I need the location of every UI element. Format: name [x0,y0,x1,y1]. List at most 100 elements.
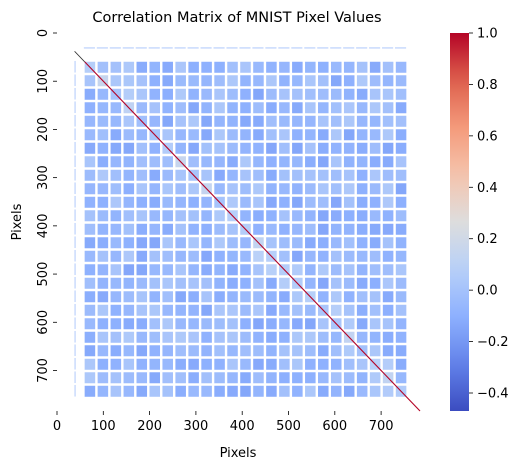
heatmap-block [240,358,251,370]
heatmap-block [356,318,368,330]
heatmap-edge-strip [291,47,303,49]
heatmap-block [356,210,368,222]
heatmap-block [395,61,407,73]
heatmap-block [305,102,316,114]
heatmap-block [369,129,381,141]
heatmap-block [227,237,238,249]
heatmap-block [123,345,135,357]
heatmap-block [266,304,277,316]
heatmap-block [188,291,199,303]
heatmap-block [369,237,381,249]
heatmap-block [123,264,135,276]
heatmap-block [318,358,329,370]
heatmap-block [84,169,96,181]
heatmap-block [395,75,407,87]
heatmap-block [162,156,173,168]
heatmap-block [305,385,316,397]
heatmap-edge-strip [74,101,76,114]
heatmap-block [343,250,355,262]
heatmap-block [305,264,316,276]
heatmap-block [343,156,355,168]
heatmap-block [136,183,148,195]
heatmap-block [318,183,329,195]
heatmap-block [279,345,290,357]
heatmap-block [97,223,109,235]
heatmap-block [175,331,186,343]
y-tick-label: 100 [36,69,51,94]
heatmap-block [369,61,381,73]
heatmap-block [240,277,251,289]
heatmap-edge-strip [265,47,277,49]
heatmap-block [305,156,316,168]
heatmap-block [279,169,290,181]
heatmap-block [318,88,329,100]
heatmap-block [136,277,148,289]
heatmap-block [266,142,277,154]
heatmap-block [356,223,368,235]
heatmap-block [214,102,225,114]
heatmap-edge-strip [74,236,76,249]
heatmap-edge-strip [343,47,355,49]
y-tick-label: 200 [36,117,51,142]
heatmap-block [343,237,355,249]
heatmap-block [318,385,329,397]
heatmap-block [330,156,342,168]
heatmap-block [110,264,122,276]
heatmap-block [214,331,225,343]
heatmap-block [201,331,212,343]
heatmap-block [343,291,355,303]
heatmap-block [279,223,290,235]
heatmap-block [97,385,109,397]
heatmap-block [188,250,199,262]
heatmap-block [214,61,225,73]
heatmap-block [369,88,381,100]
heatmap-block [343,304,355,316]
heatmap-block [84,291,96,303]
heatmap-block [382,318,394,330]
heatmap-block [97,250,109,262]
heatmap-block [149,223,161,235]
heatmap-block [97,196,109,208]
heatmap-block [369,115,381,127]
heatmap-block [162,304,173,316]
heatmap-edge-strip [74,128,76,141]
heatmap-block [97,264,109,276]
heatmap-cells [74,47,407,397]
heatmap-block [214,277,225,289]
heatmap-edge-strip [161,47,173,49]
heatmap-block [227,385,238,397]
heatmap-block [175,237,186,249]
heatmap-block [136,210,148,222]
heatmap-block [214,223,225,235]
heatmap-block [84,331,96,343]
heatmap-block [175,250,186,262]
heatmap-block [110,102,122,114]
heatmap-block [149,183,161,195]
heatmap-block [227,331,238,343]
heatmap-block [175,75,186,87]
heatmap-block [123,318,135,330]
heatmap-block [343,345,355,357]
heatmap-edge-strip [74,74,76,87]
heatmap-block [253,291,264,303]
heatmap-edge-strip [74,168,76,181]
heatmap-block [201,250,212,262]
heatmap-block [227,156,238,168]
colorbar-tick-label: 0.4 [477,181,498,196]
colorbar: −0.4 −0.2 0.0 0.2 0.4 0.6 0.8 1.0 [450,27,509,411]
heatmap-block [369,277,381,289]
heatmap-block [356,250,368,262]
heatmap-block [343,196,355,208]
heatmap-block [214,318,225,330]
heatmap-block [318,331,329,343]
heatmap-edge-strip [213,47,225,49]
heatmap-block [136,291,148,303]
heatmap-block [110,156,122,168]
heatmap-edge-strip [74,209,76,222]
heatmap-block [382,277,394,289]
heatmap-block [382,291,394,303]
heatmap-block [356,156,368,168]
heatmap-edge-strip [135,47,147,49]
heatmap-block [175,142,186,154]
heatmap-block [305,169,316,181]
